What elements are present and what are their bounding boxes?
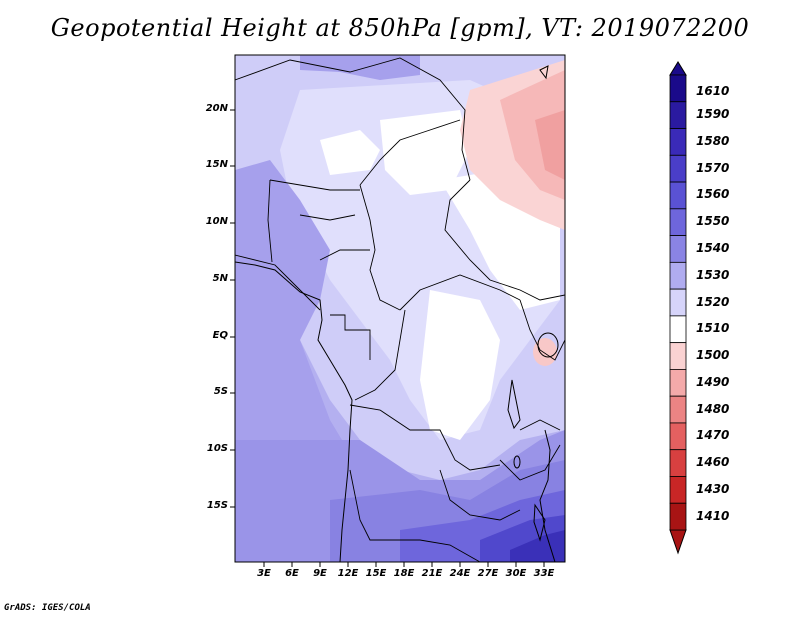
- colorbar-label: 1490: [696, 374, 730, 389]
- colorbar-label: 1530: [696, 267, 730, 282]
- east-coastline: [539, 429, 556, 562]
- lat-label: 15S: [206, 500, 228, 511]
- colorbar-label: 1500: [696, 348, 730, 363]
- lat-label: EQ: [212, 330, 228, 341]
- colorbar-label: 1540: [696, 240, 730, 255]
- colorbar-label: 1460: [696, 455, 730, 470]
- coastline: [235, 261, 353, 562]
- lon-label: 15E: [365, 568, 387, 579]
- colorbar-label: 1560: [696, 187, 730, 202]
- lon-label: 21E: [421, 568, 443, 579]
- colorbar-swatch: [669, 395, 687, 424]
- colorbar-top-arrow: [669, 61, 687, 76]
- lon-label: 12E: [337, 568, 359, 579]
- colorbar-swatch: [669, 342, 687, 370]
- map-frame: [234, 54, 566, 563]
- colorbar-swatch: [669, 449, 687, 477]
- lat-label: 15N: [205, 159, 228, 170]
- colorbar-swatch: [669, 261, 687, 290]
- axis-ticks: [230, 109, 545, 567]
- lat-label: 5S: [213, 386, 228, 397]
- lon-label: 6E: [285, 568, 299, 579]
- country-borders: [235, 57, 565, 562]
- colorbar-swatch: [669, 74, 687, 103]
- lon-label: 9E: [313, 568, 327, 579]
- colorbar-label: 1610: [696, 84, 730, 99]
- lon-label: 30E: [505, 568, 527, 579]
- lon-label: 3E: [257, 568, 271, 579]
- grads-credit: GrADS: IGES/COLA: [4, 603, 91, 613]
- lon-label: 18E: [393, 568, 415, 579]
- lat-label: 20N: [205, 103, 228, 114]
- colorbar-swatch: [669, 369, 687, 397]
- colorbar-swatch: [669, 154, 687, 183]
- lakes: [507, 65, 559, 542]
- lat-label: 5N: [212, 273, 228, 284]
- lat-label: 10N: [205, 216, 228, 227]
- lon-label: 27E: [477, 568, 499, 579]
- colorbar-label: 1470: [696, 428, 730, 443]
- colorbar-label: 1570: [696, 160, 730, 175]
- colorbar-swatch: [669, 208, 687, 236]
- map-title: Geopotential Height at 850hPa [gpm], VT:…: [50, 14, 750, 42]
- lat-label: 10S: [206, 443, 228, 454]
- colorbar-swatch: [669, 502, 687, 531]
- colorbar-label: 1430: [696, 481, 730, 496]
- colorbar: [669, 61, 687, 555]
- colorbar-swatch: [669, 235, 687, 263]
- height-field: [235, 55, 565, 562]
- colorbar-swatch: [669, 422, 687, 451]
- colorbar-label: 1520: [696, 294, 730, 309]
- colorbar-label: 1590: [696, 107, 730, 122]
- colorbar-swatch: [669, 315, 687, 344]
- colorbar-label: 1580: [696, 133, 730, 148]
- colorbar-swatch: [669, 181, 687, 210]
- colorbar-swatch: [669, 128, 687, 156]
- lon-label: 24E: [449, 568, 471, 579]
- lon-label: 33E: [533, 568, 555, 579]
- colorbar-swatch: [669, 476, 687, 504]
- colorbar-label: 1510: [696, 321, 730, 336]
- colorbar-swatch: [669, 101, 687, 129]
- colorbar-label: 1410: [696, 508, 730, 523]
- colorbar-bottom-arrow: [669, 529, 687, 555]
- colorbar-label: 1480: [696, 401, 730, 416]
- colorbar-swatch: [669, 288, 687, 317]
- colorbar-label: 1550: [696, 214, 730, 229]
